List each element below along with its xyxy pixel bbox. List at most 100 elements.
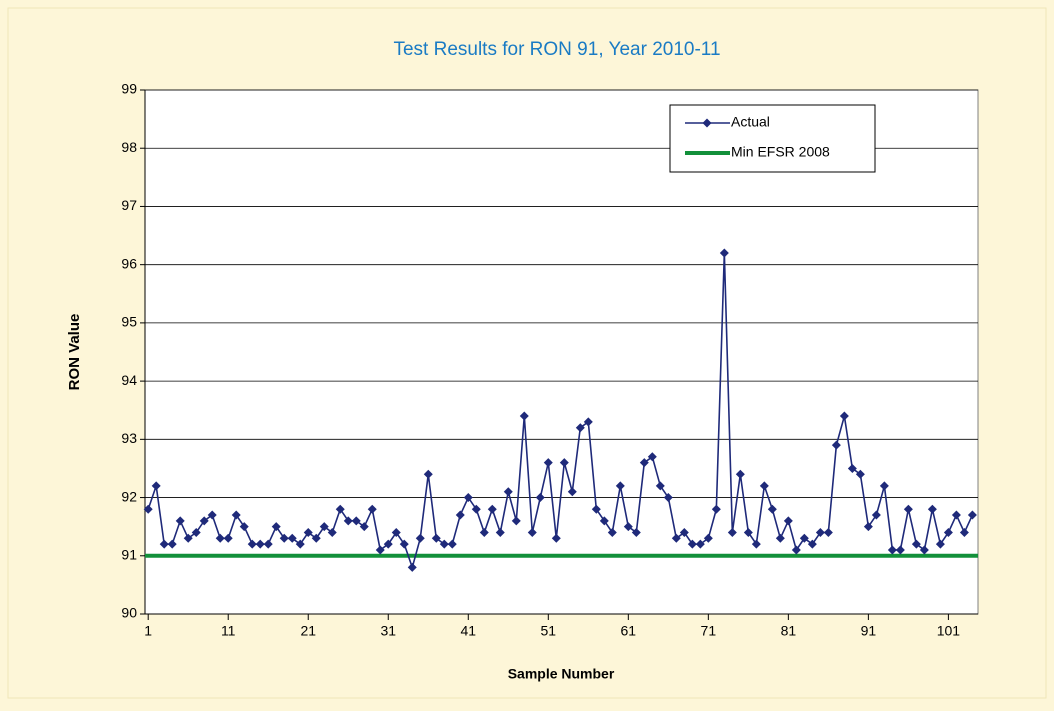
data-point [535, 493, 545, 503]
data-point [743, 527, 753, 537]
data-point [927, 504, 937, 514]
data-point [303, 527, 313, 537]
x-tick-label: 11 [221, 623, 236, 639]
data-point [239, 522, 249, 532]
data-point [831, 440, 841, 450]
data-point [415, 533, 425, 543]
data-point [199, 516, 209, 526]
data-point [183, 533, 193, 543]
data-point [783, 516, 793, 526]
data-point [223, 533, 233, 543]
y-tick-label: 97 [121, 197, 137, 213]
y-tick-label: 96 [121, 255, 137, 271]
data-point [295, 539, 305, 549]
data-point [951, 510, 961, 520]
data-point [543, 458, 553, 468]
data-point [463, 493, 473, 503]
data-point [495, 527, 505, 537]
data-point [487, 504, 497, 514]
x-tick-label: 71 [701, 623, 717, 639]
data-point [231, 510, 241, 520]
data-point [943, 527, 953, 537]
x-axis-label: Sample Number [508, 666, 615, 682]
data-point [207, 510, 217, 520]
data-point [655, 481, 665, 491]
y-tick-label: 95 [121, 314, 137, 330]
x-tick-label: 51 [541, 623, 557, 639]
chart-title: Test Results for RON 91, Year 2010-11 [393, 39, 720, 60]
x-tick-label: 41 [460, 623, 476, 639]
data-point [279, 533, 289, 543]
data-point [839, 411, 849, 421]
data-point [751, 539, 761, 549]
data-point [255, 539, 265, 549]
y-tick-label: 98 [121, 139, 137, 155]
data-point [719, 248, 729, 258]
data-point [663, 493, 673, 503]
data-point [887, 545, 897, 555]
data-point [455, 510, 465, 520]
data-point [439, 539, 449, 549]
data-point [527, 527, 537, 537]
data-point [871, 510, 881, 520]
data-point [447, 539, 457, 549]
data-point [863, 522, 873, 532]
plot-area [144, 89, 979, 615]
data-point [639, 458, 649, 468]
data-point [855, 469, 865, 479]
data-point [159, 539, 169, 549]
data-point [767, 504, 777, 514]
data-point [791, 545, 801, 555]
data-point [551, 533, 561, 543]
y-tick-label: 94 [121, 372, 137, 388]
data-point [799, 533, 809, 543]
data-point [599, 516, 609, 526]
legend-box [669, 104, 876, 173]
data-point [775, 533, 785, 543]
data-point [367, 504, 377, 514]
x-tick-label: 81 [781, 623, 797, 639]
data-point [215, 533, 225, 543]
data-point [519, 411, 529, 421]
data-point [575, 423, 585, 433]
data-point [431, 533, 441, 543]
data-point [287, 533, 297, 543]
data-point [175, 516, 185, 526]
data-point [383, 539, 393, 549]
x-tick-label: 101 [937, 623, 961, 639]
y-tick-label: 90 [121, 605, 137, 621]
data-point [607, 527, 617, 537]
data-point [263, 539, 273, 549]
data-point [567, 487, 577, 497]
data-point [583, 417, 593, 427]
data-point [671, 533, 681, 543]
x-tick-label: 1 [144, 623, 152, 639]
data-point [151, 481, 161, 491]
data-point [703, 533, 713, 543]
data-point [407, 562, 417, 572]
data-point [847, 463, 857, 473]
data-point [687, 539, 697, 549]
data-point [935, 539, 945, 549]
data-point [271, 522, 281, 532]
data-point [623, 522, 633, 532]
data-point [311, 533, 321, 543]
data-point [895, 545, 905, 555]
data-point [647, 452, 657, 462]
data-point [351, 516, 361, 526]
x-tick-label: 21 [300, 623, 316, 639]
data-point [727, 527, 737, 537]
data-point [423, 469, 433, 479]
x-tick-label: 91 [861, 623, 877, 639]
data-point [399, 539, 409, 549]
data-point [967, 510, 977, 520]
x-tick-label: 61 [621, 623, 637, 639]
data-point [911, 539, 921, 549]
legend-swatch-marker [702, 118, 712, 128]
data-point [615, 481, 625, 491]
data-point [735, 469, 745, 479]
data-point [479, 527, 489, 537]
data-point [375, 545, 385, 555]
data-point [343, 516, 353, 526]
